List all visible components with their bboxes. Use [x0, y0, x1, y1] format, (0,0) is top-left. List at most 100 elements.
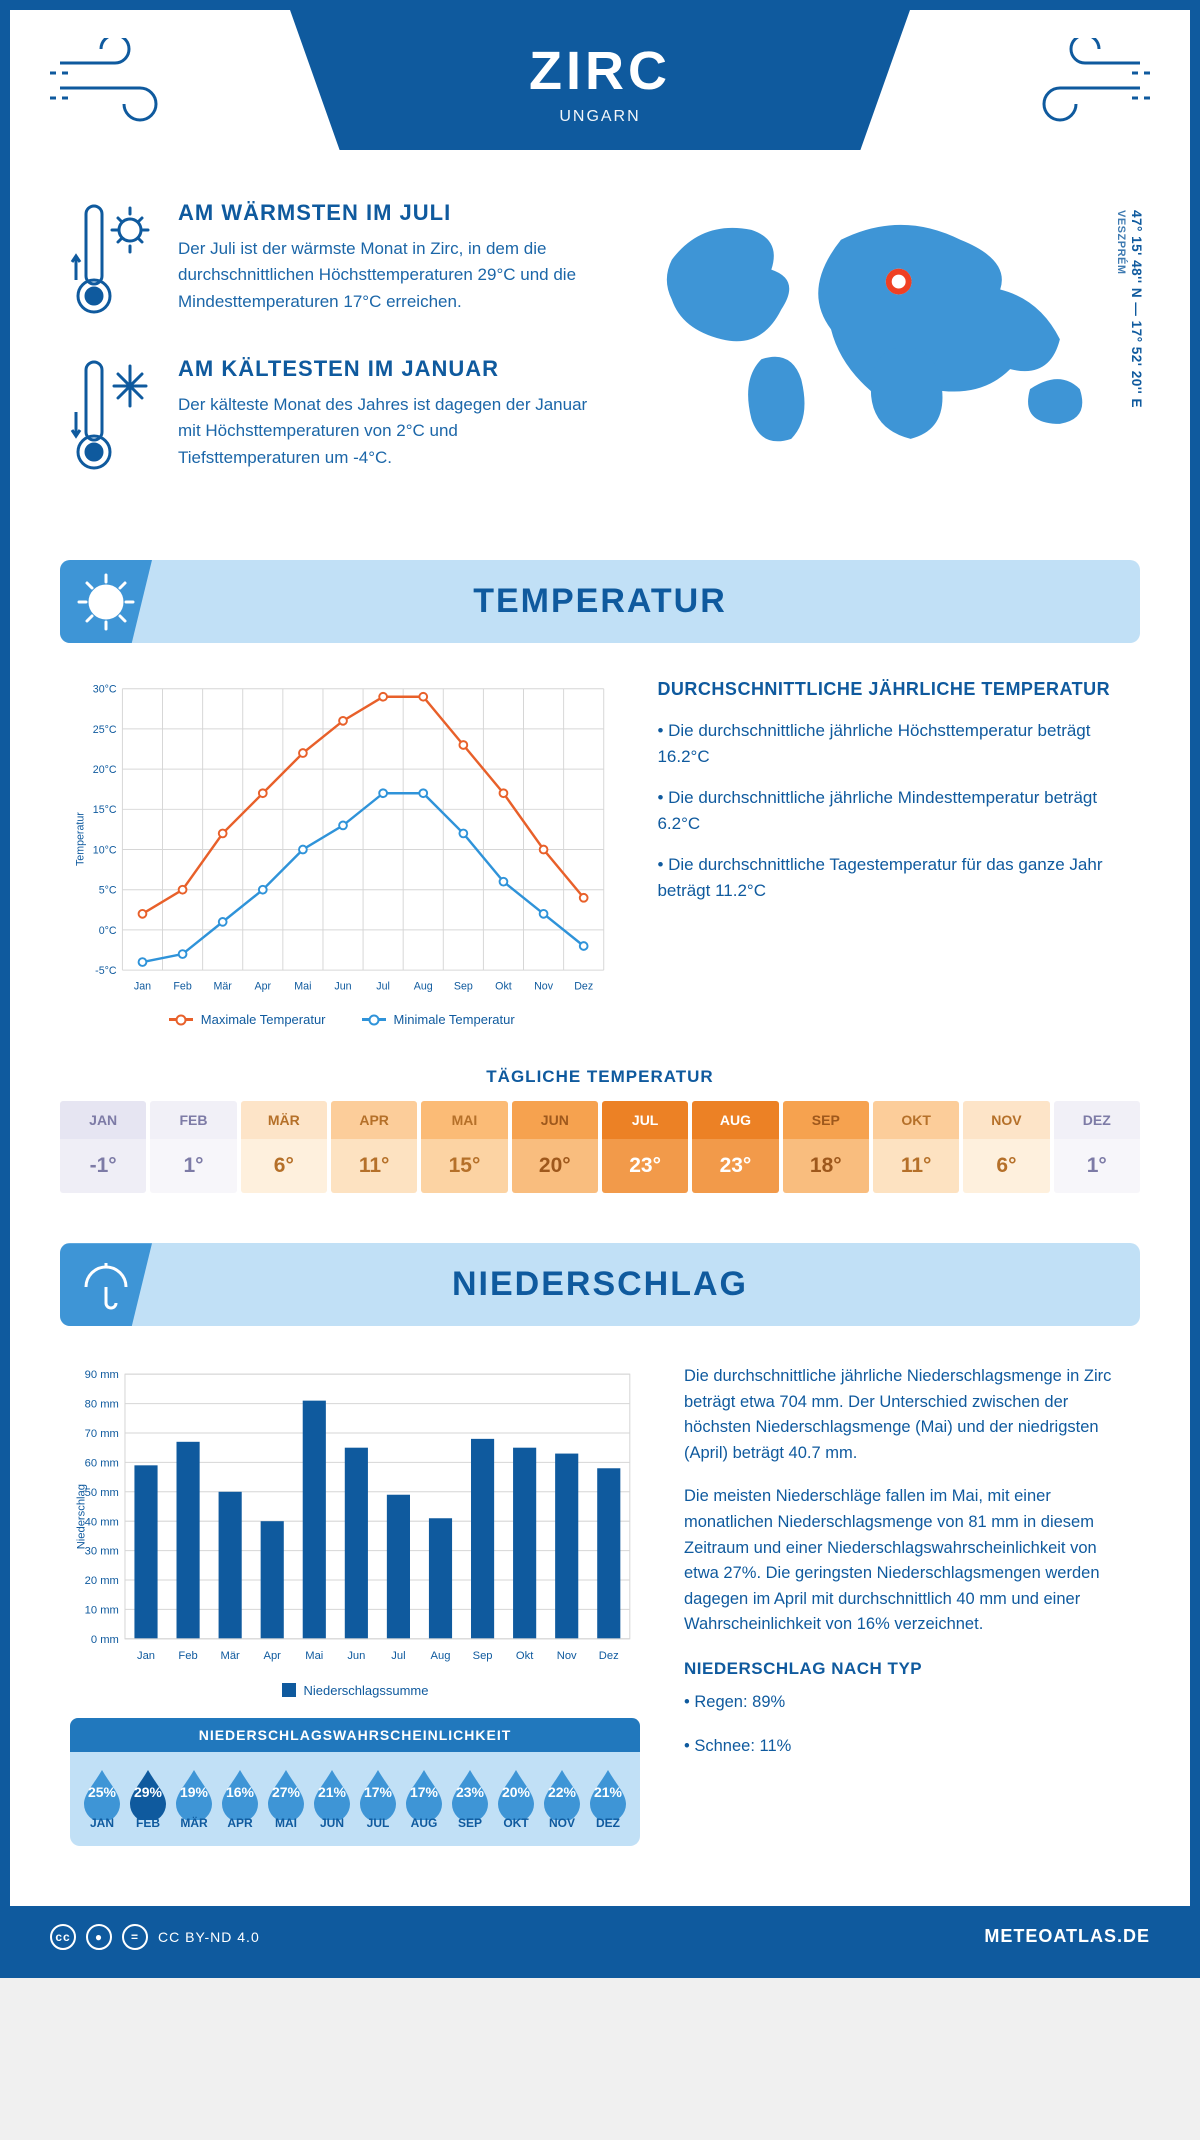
svg-text:0°C: 0°C [99, 925, 117, 937]
wind-icon [1020, 38, 1150, 133]
svg-text:Nov: Nov [557, 1650, 577, 1662]
svg-text:90 mm: 90 mm [85, 1369, 119, 1381]
svg-text:25°C: 25°C [93, 724, 117, 736]
svg-text:Mai: Mai [305, 1650, 323, 1662]
coordinates: 47° 15' 48'' N — 17° 52' 20'' E VESZPRÉM [1114, 210, 1144, 408]
wind-icon [50, 38, 180, 133]
section-temperature: TEMPERATUR [60, 560, 1140, 643]
precip-prob-drop: 20%OKT [494, 1766, 538, 1830]
thermometer-snow-icon [70, 356, 154, 476]
precip-prob-drop: 21%JUN [310, 1766, 354, 1830]
nd-icon: = [122, 1924, 148, 1950]
svg-text:Jun: Jun [347, 1650, 365, 1662]
precip-prob-drop: 17%AUG [402, 1766, 446, 1830]
daily-cell: AUG23° [692, 1101, 778, 1193]
page-footer: cc ● = CC BY-ND 4.0 METEOATLAS.DE [10, 1906, 1190, 1968]
precip-probability-box: NIEDERSCHLAGSWAHRSCHEINLICHKEIT 25%JAN29… [70, 1718, 640, 1846]
svg-text:Dez: Dez [599, 1650, 619, 1662]
svg-text:20 mm: 20 mm [85, 1575, 119, 1587]
sun-icon [60, 560, 152, 643]
svg-text:-5°C: -5°C [95, 965, 117, 977]
thermometer-sun-icon [70, 200, 154, 320]
daily-cell: OKT11° [873, 1101, 959, 1193]
coldest-text: Der kälteste Monat des Jahres ist dagege… [178, 392, 592, 471]
svg-text:Jan: Jan [134, 981, 151, 993]
world-map: 47° 15' 48'' N — 17° 52' 20'' E VESZPRÉM [632, 200, 1130, 512]
precip-prob-drop: 16%APR [218, 1766, 262, 1830]
daily-cell: DEZ1° [1054, 1101, 1140, 1193]
precipitation-summary: Die durchschnittliche jährliche Niedersc… [684, 1364, 1130, 1845]
precip-prob-drop: 17%JUL [356, 1766, 400, 1830]
temp-legend: Maximale Temperatur Minimale Temperatur [70, 1012, 613, 1027]
svg-text:80 mm: 80 mm [85, 1399, 119, 1411]
svg-text:0 mm: 0 mm [91, 1634, 119, 1646]
precip-prob-drop: 21%DEZ [586, 1766, 630, 1830]
daily-cell: APR11° [331, 1101, 417, 1193]
precip-prob-drop: 27%MAI [264, 1766, 308, 1830]
svg-text:Nov: Nov [534, 981, 554, 993]
precip-legend: Niederschlagssumme [70, 1683, 640, 1698]
svg-text:50 mm: 50 mm [85, 1487, 119, 1499]
city-title: ZIRC [310, 40, 890, 102]
precip-prob-drop: 29%FEB [126, 1766, 170, 1830]
svg-text:Temperatur: Temperatur [75, 812, 87, 866]
svg-text:15°C: 15°C [93, 804, 117, 816]
svg-text:70 mm: 70 mm [85, 1428, 119, 1440]
svg-text:10 mm: 10 mm [85, 1605, 119, 1617]
daily-temp-heading: TÄGLICHE TEMPERATUR [10, 1067, 1190, 1087]
daily-cell: MÄR6° [241, 1101, 327, 1193]
svg-text:Okt: Okt [495, 981, 512, 993]
svg-text:Mai: Mai [294, 981, 311, 993]
daily-cell: JUL23° [602, 1101, 688, 1193]
precip-prob-drop: 23%SEP [448, 1766, 492, 1830]
license-text: CC BY-ND 4.0 [158, 1929, 260, 1945]
svg-text:Jan: Jan [137, 1650, 155, 1662]
daily-temp-table: JAN-1°FEB1°MÄR6°APR11°MAI15°JUN20°JUL23°… [60, 1101, 1140, 1193]
coldest-title: AM KÄLTESTEN IM JANUAR [178, 356, 592, 382]
precip-prob-drop: 19%MÄR [172, 1766, 216, 1830]
svg-text:Mär: Mär [214, 981, 233, 993]
svg-text:Niederschlag: Niederschlag [75, 1484, 87, 1549]
svg-text:5°C: 5°C [99, 885, 117, 897]
svg-text:Okt: Okt [516, 1650, 534, 1662]
svg-text:60 mm: 60 mm [85, 1458, 119, 1470]
country-subtitle: UNGARN [310, 108, 890, 126]
warmest-title: AM WÄRMSTEN IM JULI [178, 200, 592, 226]
coldest-fact: AM KÄLTESTEN IM JANUAR Der kälteste Mona… [70, 356, 592, 476]
svg-text:Aug: Aug [431, 1650, 451, 1662]
svg-text:Jul: Jul [391, 1650, 405, 1662]
daily-cell: SEP18° [783, 1101, 869, 1193]
umbrella-icon [60, 1243, 152, 1326]
cc-icon: cc [50, 1924, 76, 1950]
page-header: ZIRC UNGARN [290, 10, 910, 150]
precip-prob-drop: 25%JAN [80, 1766, 124, 1830]
site-name: METEOATLAS.DE [984, 1926, 1150, 1947]
svg-text:Mär: Mär [221, 1650, 241, 1662]
warmest-text: Der Juli ist der wärmste Monat in Zirc, … [178, 236, 592, 315]
svg-text:Dez: Dez [574, 981, 593, 993]
precipitation-bar-chart: 0 mm 10 mm 20 mm 30 mm 40 mm 50 mm 60 mm 70 mm 8… [70, 1364, 640, 1669]
svg-text:40 mm: 40 mm [85, 1517, 119, 1529]
daily-cell: JAN-1° [60, 1101, 146, 1193]
svg-text:Sep: Sep [454, 981, 473, 993]
svg-text:Jun: Jun [334, 981, 351, 993]
svg-text:Apr: Apr [264, 1650, 282, 1662]
svg-text:Feb: Feb [178, 1650, 197, 1662]
temperature-line-chart: -5°C 0°C 5°C 10°C 15°C 20°C 25°C 30°C Jan Feb Mär A… [70, 679, 613, 999]
svg-text:30 mm: 30 mm [85, 1546, 119, 1558]
svg-text:Aug: Aug [414, 981, 433, 993]
precip-prob-title: NIEDERSCHLAGSWAHRSCHEINLICHKEIT [70, 1718, 640, 1752]
svg-text:10°C: 10°C [93, 844, 117, 856]
daily-cell: JUN20° [512, 1101, 598, 1193]
svg-text:30°C: 30°C [93, 684, 117, 696]
warmest-fact: AM WÄRMSTEN IM JULI Der Juli ist der wär… [70, 200, 592, 320]
precip-prob-drop: 22%NOV [540, 1766, 584, 1830]
svg-text:20°C: 20°C [93, 764, 117, 776]
svg-text:Feb: Feb [173, 981, 191, 993]
daily-cell: FEB1° [150, 1101, 236, 1193]
svg-text:Apr: Apr [254, 981, 271, 993]
by-icon: ● [86, 1924, 112, 1950]
section-precipitation: NIEDERSCHLAG [60, 1243, 1140, 1326]
temperature-summary: DURCHSCHNITTLICHE JÄHRLICHE TEMPERATUR •… [657, 679, 1130, 1027]
daily-cell: NOV6° [963, 1101, 1049, 1193]
